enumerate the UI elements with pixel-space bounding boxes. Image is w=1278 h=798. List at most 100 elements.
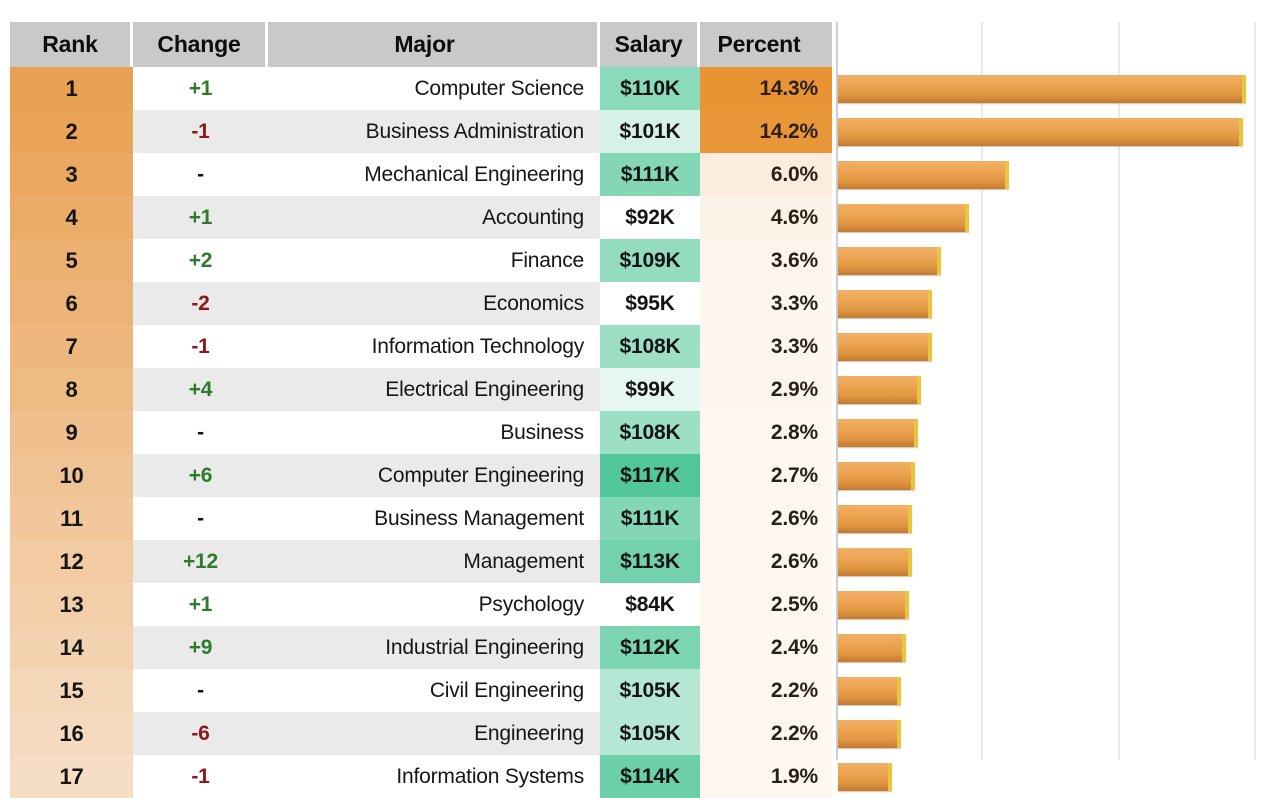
cell-major-name: Information Technology [268,325,600,368]
cell-rank: 5 [10,239,133,282]
cell-rank: 14 [10,626,133,669]
column-header-rank[interactable]: Rank [10,22,133,67]
cell-percent: 2.2% [700,669,832,712]
table-header-row: Rank Change Major Salary Percent [10,22,832,67]
column-header-percent[interactable]: Percent [700,22,832,67]
cell-rank: 2 [10,110,133,153]
cell-salary: $113K [600,540,700,583]
cell-rank-change: +6 [133,454,268,497]
cell-rank-change: +4 [133,368,268,411]
cell-rank: 12 [10,540,133,583]
cell-rank-change: +2 [133,239,268,282]
cell-rank: 4 [10,196,133,239]
cell-percent: 2.8% [700,411,832,454]
cell-percent: 2.6% [700,497,832,540]
cell-salary: $95K [600,282,700,325]
table-row[interactable]: 2 -1 Business Administration $101K 14.2% [10,110,832,153]
cell-rank-change: -1 [133,325,268,368]
column-header-major[interactable]: Major [268,22,600,67]
cell-rank: 9 [10,411,133,454]
table-body: 1 +1 Computer Science $110K 14.3% 2 -1 Business… [10,67,832,798]
table-row[interactable]: 16 -6 Engineering $105K 2.2% [10,712,832,755]
cell-salary: $110K [600,67,700,110]
cell-salary: $105K [600,712,700,755]
cell-major-name: Industrial Engineering [268,626,600,669]
column-header-salary[interactable]: Salary [600,22,700,67]
cell-rank: 15 [10,669,133,712]
table-row[interactable]: 10 +6 Computer Engineering $117K 2.7% [10,454,832,497]
cell-salary: $105K [600,669,700,712]
cell-major-name: Business Administration [268,110,600,153]
cell-major-name: Business [268,411,600,454]
cell-major-name: Engineering [268,712,600,755]
table-row[interactable]: 3- Mechanical Engineering $111K 6.0% [10,153,832,196]
cell-rank-change: - [133,411,268,454]
table-row[interactable]: 4 +1 Accounting $92K 4.6% [10,196,832,239]
cell-percent: 1.9% [700,755,832,798]
cell-percent: 2.9% [700,368,832,411]
table-row[interactable]: 12 +12 Management $113K 2.6% [10,540,832,583]
cell-major-name: Computer Engineering [268,454,600,497]
cell-percent: 2.7% [700,454,832,497]
cell-percent: 2.2% [700,712,832,755]
cell-rank: 11 [10,497,133,540]
cell-major-name: Accounting [268,196,600,239]
cell-rank-change: -2 [133,282,268,325]
majors-ranking-table: Rank Change Major Salary Percent 1 +1 Comp… [10,22,832,798]
cell-salary: $111K [600,153,700,196]
ranking-table-page: Rank Change Major Salary Percent 1 +1 Comp… [10,22,1278,798]
cell-salary: $92K [600,196,700,239]
table-row[interactable]: 14 +9 Industrial Engineering $112K 2.4% [10,626,832,669]
table-row[interactable]: 6 -2 Economics $95K 3.3% [10,282,832,325]
cell-rank-change: +1 [133,196,268,239]
cell-major-name: Civil Engineering [268,669,600,712]
cell-rank: 3 [10,153,133,196]
cell-salary: $112K [600,626,700,669]
cell-rank-change: - [133,153,268,196]
cell-percent: 2.6% [700,540,832,583]
cell-rank: 7 [10,325,133,368]
table-row[interactable]: 9- Business $108K 2.8% [10,411,832,454]
table-row[interactable]: 13 +1 Psychology $84K 2.5% [10,583,832,626]
table-row[interactable]: 8 +4 Electrical Engineering $99K 2.9% [10,368,832,411]
cell-percent: 2.5% [700,583,832,626]
cell-rank-change: -1 [133,755,268,798]
gridline-2 [1118,22,1120,760]
cell-rank: 6 [10,282,133,325]
cell-percent: 14.2% [700,110,832,153]
cell-percent: 6.0% [700,153,832,196]
table-row[interactable]: 5 +2 Finance $109K 3.6% [10,239,832,282]
cell-rank-change: +1 [133,67,268,110]
percent-bar [838,755,892,798]
cell-rank-change: +12 [133,540,268,583]
chart-gridlines [832,22,1278,760]
cell-percent: 2.4% [700,626,832,669]
cell-rank: 8 [10,368,133,411]
cell-rank: 1 [10,67,133,110]
cell-salary: $101K [600,110,700,153]
cell-percent: 3.6% [700,239,832,282]
cell-major-name: Finance [268,239,600,282]
cell-major-name: Mechanical Engineering [268,153,600,196]
cell-major-name: Business Management [268,497,600,540]
gridline-1 [981,22,983,760]
cell-major-name: Information Systems [268,755,600,798]
cell-percent: 3.3% [700,325,832,368]
cell-major-name: Economics [268,282,600,325]
table-row[interactable]: 17 -1 Information Systems $114K 1.9% [10,755,832,798]
cell-percent: 3.3% [700,282,832,325]
cell-rank-change: +9 [133,626,268,669]
cell-rank-change: - [133,497,268,540]
cell-rank-change: -6 [133,712,268,755]
table-row[interactable]: 15- Civil Engineering $105K 2.2% [10,669,832,712]
cell-rank: 17 [10,755,133,798]
cell-salary: $111K [600,497,700,540]
cell-percent: 14.3% [700,67,832,110]
column-header-change[interactable]: Change [133,22,268,67]
table-row[interactable]: 7 -1 Information Technology $108K 3.3% [10,325,832,368]
gridline-3 [1254,22,1256,760]
cell-salary: $109K [600,239,700,282]
table-row[interactable]: 1 +1 Computer Science $110K 14.3% [10,67,832,110]
chart-axis-line [836,22,838,760]
table-row[interactable]: 11- Business Management $111K 2.6% [10,497,832,540]
